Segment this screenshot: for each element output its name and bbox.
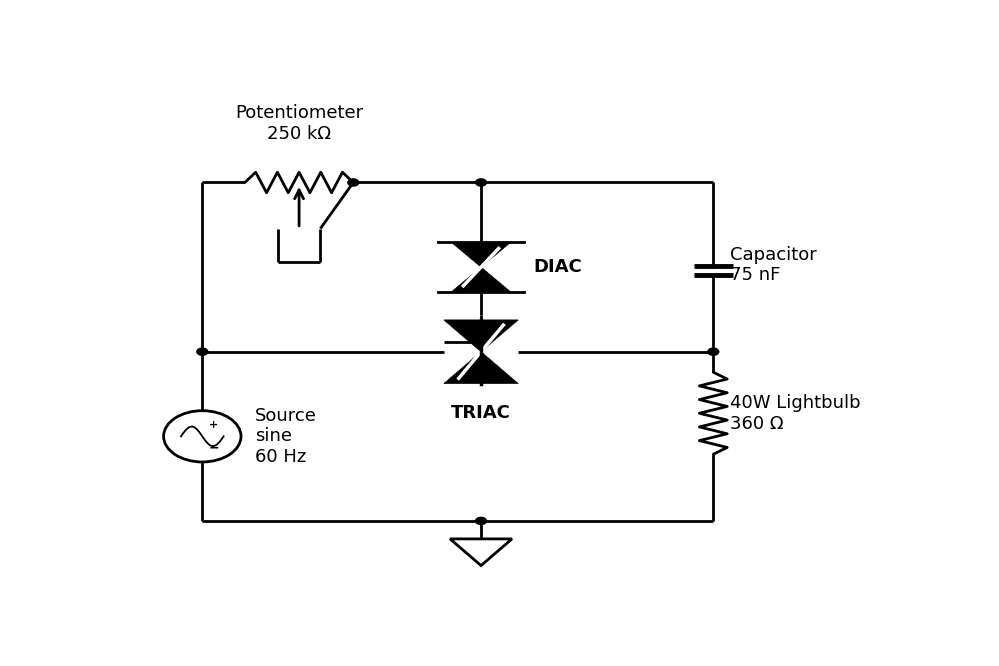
Text: 40W Lightbulb
360 Ω: 40W Lightbulb 360 Ω bbox=[730, 394, 861, 433]
Text: +: + bbox=[209, 420, 219, 430]
Polygon shape bbox=[444, 320, 518, 352]
Text: −: − bbox=[209, 441, 219, 454]
Text: Capacitor
75 nF: Capacitor 75 nF bbox=[730, 246, 817, 284]
Text: Source
sine
60 Hz: Source sine 60 Hz bbox=[255, 406, 317, 466]
Circle shape bbox=[197, 348, 208, 355]
Polygon shape bbox=[452, 242, 510, 267]
Text: DIAC: DIAC bbox=[533, 258, 582, 276]
Circle shape bbox=[476, 517, 487, 525]
Polygon shape bbox=[444, 352, 518, 384]
Polygon shape bbox=[450, 539, 511, 565]
Polygon shape bbox=[452, 267, 510, 292]
Circle shape bbox=[348, 179, 359, 186]
Circle shape bbox=[476, 179, 487, 186]
Circle shape bbox=[708, 348, 718, 355]
Text: TRIAC: TRIAC bbox=[452, 404, 510, 422]
Text: Potentiometer
250 kΩ: Potentiometer 250 kΩ bbox=[235, 104, 364, 143]
